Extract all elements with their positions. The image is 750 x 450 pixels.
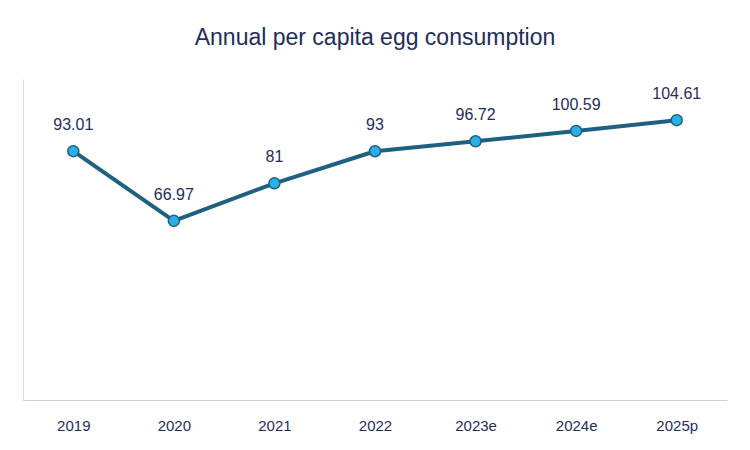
x-axis: 2019 2020 2021 2022 2023e 2024e 2025p <box>24 401 728 434</box>
data-point <box>68 146 79 157</box>
data-label: 81 <box>266 148 284 165</box>
x-tick: 2021 <box>258 417 291 434</box>
data-point <box>671 115 682 126</box>
x-tick: 2025p <box>656 417 698 434</box>
y-axis <box>23 80 24 401</box>
x-tick: 2023e <box>455 417 497 434</box>
plot-area <box>68 115 682 227</box>
x-axis-line <box>24 400 728 401</box>
data-label: 93.01 <box>53 116 93 133</box>
data-point <box>470 136 481 147</box>
x-tick-label: 2021 <box>258 417 291 434</box>
data-label: 66.97 <box>154 186 194 203</box>
x-tick-label: 2022 <box>359 417 392 434</box>
data-point <box>571 125 582 136</box>
series-line <box>73 120 676 221</box>
x-tick: 2024e <box>556 417 598 434</box>
data-label: 93 <box>366 116 384 133</box>
x-tick: 2019 <box>57 417 90 434</box>
x-tick-label: 2019 <box>57 417 90 434</box>
x-tick-label: 2020 <box>158 417 191 434</box>
data-label: 96.72 <box>456 106 496 123</box>
y-axis-line <box>23 80 24 401</box>
data-point <box>370 146 381 157</box>
data-label: 104.61 <box>652 85 701 102</box>
chart-container: Annual per capita egg consumption 2019 202… <box>0 0 750 450</box>
x-tick: 2022 <box>359 417 392 434</box>
chart-svg: Annual per capita egg consumption 2019 202… <box>0 0 750 450</box>
x-tick-label: 2025p <box>656 417 698 434</box>
chart-title: Annual per capita egg consumption <box>195 24 556 50</box>
data-labels: 93.01 66.97 81 93 96.72 100.59 104.61 <box>53 85 701 203</box>
x-tick-label: 2024e <box>556 417 598 434</box>
x-tick: 2020 <box>158 417 191 434</box>
data-label: 100.59 <box>552 96 601 113</box>
data-point <box>168 215 179 226</box>
data-point <box>269 178 280 189</box>
x-tick-label: 2023e <box>455 417 497 434</box>
